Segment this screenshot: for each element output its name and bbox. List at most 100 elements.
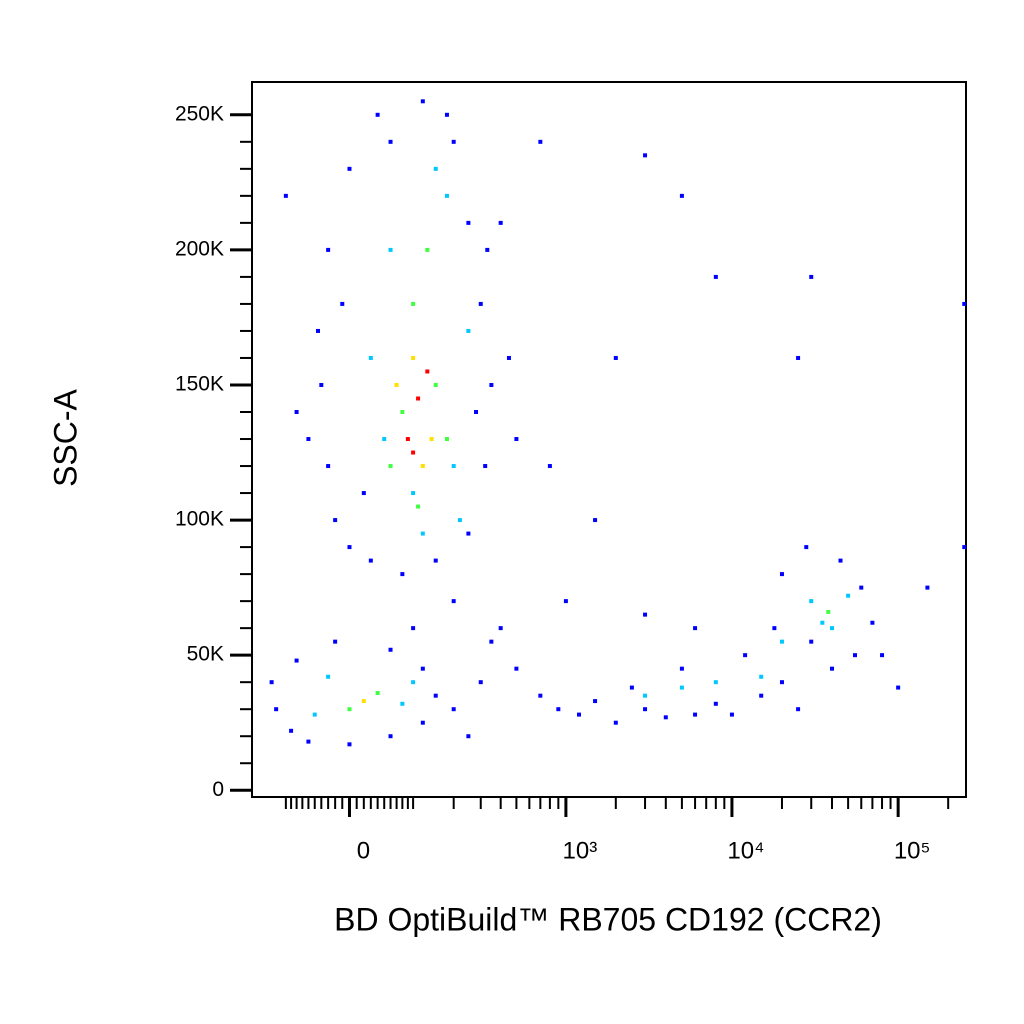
point — [830, 666, 835, 671]
point — [547, 464, 552, 469]
point — [679, 193, 684, 198]
point — [498, 220, 503, 225]
point — [478, 301, 483, 306]
point — [306, 739, 311, 744]
point — [796, 707, 801, 712]
point — [820, 620, 825, 625]
point — [826, 609, 831, 614]
x-tick-label: 10⁵ — [894, 837, 931, 864]
point — [416, 396, 421, 401]
point — [400, 410, 405, 415]
point — [796, 355, 801, 360]
point — [411, 491, 416, 496]
point — [577, 712, 582, 717]
point — [613, 355, 618, 360]
plot-frame — [251, 81, 967, 798]
point — [388, 139, 393, 144]
point — [896, 685, 901, 690]
x-tick-label: 0 — [357, 837, 370, 864]
point — [466, 220, 471, 225]
point — [425, 369, 430, 374]
point — [925, 585, 930, 590]
point — [420, 666, 425, 671]
point — [400, 701, 405, 706]
point — [870, 620, 875, 625]
point — [375, 690, 380, 695]
point — [416, 504, 421, 509]
point — [593, 518, 598, 523]
point — [319, 382, 324, 387]
point — [474, 410, 479, 415]
point — [679, 666, 684, 671]
point — [809, 274, 814, 279]
point — [433, 382, 438, 387]
y-axis-title: SSC-A — [47, 388, 83, 486]
point — [772, 626, 777, 631]
point — [269, 680, 274, 685]
point — [411, 450, 416, 455]
point — [880, 653, 885, 658]
point — [629, 685, 634, 690]
point — [830, 626, 835, 631]
point — [506, 355, 511, 360]
point — [643, 707, 648, 712]
point — [643, 693, 648, 698]
point — [743, 653, 748, 658]
point — [306, 437, 311, 442]
point — [411, 355, 416, 360]
x-tick-label: 10³ — [563, 837, 598, 864]
point — [375, 112, 380, 117]
point — [809, 599, 814, 604]
point — [405, 437, 410, 442]
point — [433, 166, 438, 171]
point — [779, 680, 784, 685]
point — [451, 464, 456, 469]
point — [809, 639, 814, 644]
point — [759, 693, 764, 698]
point — [962, 301, 967, 306]
point — [368, 355, 373, 360]
point — [852, 653, 857, 658]
point — [326, 464, 331, 469]
point — [713, 274, 718, 279]
point — [361, 699, 366, 704]
point — [563, 599, 568, 604]
y-tick-label: 250K — [175, 102, 224, 125]
point — [759, 674, 764, 679]
point — [326, 674, 331, 679]
point — [411, 301, 416, 306]
point — [433, 558, 438, 563]
point — [444, 437, 449, 442]
point — [388, 734, 393, 739]
point — [483, 464, 488, 469]
y-tick-label: 150K — [175, 373, 224, 396]
point — [420, 464, 425, 469]
point — [538, 693, 543, 698]
point — [962, 545, 967, 550]
point — [514, 666, 519, 671]
point — [593, 699, 598, 704]
point — [457, 518, 462, 523]
point — [444, 193, 449, 198]
point — [693, 626, 698, 631]
point — [478, 680, 483, 685]
point — [679, 685, 684, 690]
point — [489, 639, 494, 644]
point — [485, 247, 490, 252]
point — [514, 437, 519, 442]
point — [466, 734, 471, 739]
point — [713, 680, 718, 685]
point — [312, 712, 317, 717]
point — [556, 707, 561, 712]
point — [498, 626, 503, 631]
point — [420, 99, 425, 104]
point — [420, 720, 425, 725]
point — [451, 599, 456, 604]
point — [368, 558, 373, 563]
point — [394, 382, 399, 387]
point — [451, 707, 456, 712]
point — [804, 545, 809, 550]
point — [643, 153, 648, 158]
point — [433, 693, 438, 698]
point — [289, 728, 294, 733]
